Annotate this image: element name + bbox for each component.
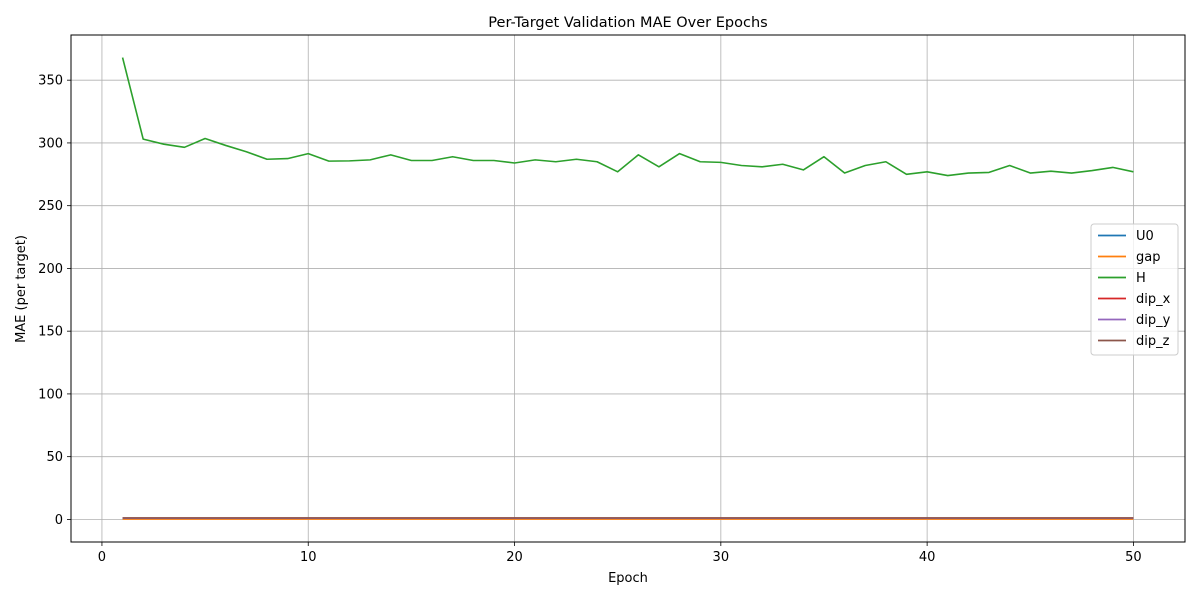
x-tick-label: 30 — [713, 550, 730, 565]
plot-frame — [70, 34, 1186, 543]
x-tick-label: 0 — [98, 550, 106, 565]
y-tick-label: 200 — [38, 262, 63, 277]
x-axis-ticks: 0 10 20 30 40 50 — [98, 542, 1142, 565]
series-lines — [121, 57, 1134, 520]
x-tick-label: 20 — [506, 550, 523, 565]
legend-label-dip-x: dip_x — [1136, 292, 1171, 307]
y-tick-label: 350 — [38, 74, 63, 89]
y-axis-ticks: 0 50 100 150 200 250 300 350 — [38, 74, 71, 528]
series-line-H — [121, 57, 1134, 177]
x-tick-label: 40 — [919, 550, 936, 565]
y-tick-label: 0 — [55, 513, 63, 528]
x-tick-label: 10 — [300, 550, 317, 565]
legend-label-U0: U0 — [1136, 229, 1154, 244]
y-tick-label: 50 — [46, 450, 63, 465]
x-tick-label: 50 — [1125, 550, 1142, 565]
y-tick-label: 250 — [38, 199, 63, 214]
x-axis-label: Epoch — [608, 571, 648, 586]
chart-title: Per-Target Validation MAE Over Epochs — [488, 15, 767, 31]
y-tick-label: 150 — [38, 325, 63, 340]
legend-label-dip-y: dip_y — [1136, 313, 1171, 328]
legend-label-H: H — [1136, 271, 1146, 286]
legend-label-gap: gap — [1136, 250, 1160, 265]
y-tick-label: 100 — [38, 387, 63, 402]
y-axis-label: MAE (per target) — [14, 235, 29, 343]
legend-label-dip-z: dip_z — [1136, 334, 1170, 349]
y-tick-label: 300 — [38, 136, 63, 151]
